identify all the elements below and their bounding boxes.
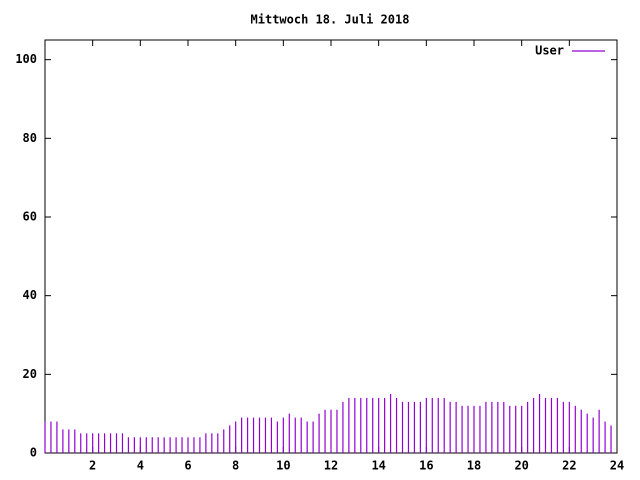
x-tick-label: 16 — [419, 459, 433, 473]
legend-label: User — [535, 44, 564, 58]
y-tick-label: 20 — [23, 367, 37, 381]
x-tick-label: 4 — [137, 459, 144, 473]
x-tick-label: 10 — [276, 459, 290, 473]
x-tick-label: 12 — [324, 459, 338, 473]
y-tick-label: 40 — [23, 288, 37, 302]
x-tick-label: 22 — [562, 459, 576, 473]
x-tick-label: 6 — [184, 459, 191, 473]
y-tick-label: 60 — [23, 210, 37, 224]
y-tick-label: 100 — [15, 52, 37, 66]
x-tick-label: 14 — [371, 459, 385, 473]
y-tick-label: 0 — [30, 446, 37, 460]
x-tick-label: 18 — [467, 459, 481, 473]
chart-title: Mittwoch 18. Juli 2018 — [251, 13, 410, 27]
x-tick-label: 2 — [89, 459, 96, 473]
y-tick-label: 80 — [23, 131, 37, 145]
plot-border — [44, 39, 618, 454]
x-tick-label: 24 — [610, 459, 624, 473]
x-tick-label: 20 — [514, 459, 528, 473]
x-tick-label: 8 — [232, 459, 239, 473]
